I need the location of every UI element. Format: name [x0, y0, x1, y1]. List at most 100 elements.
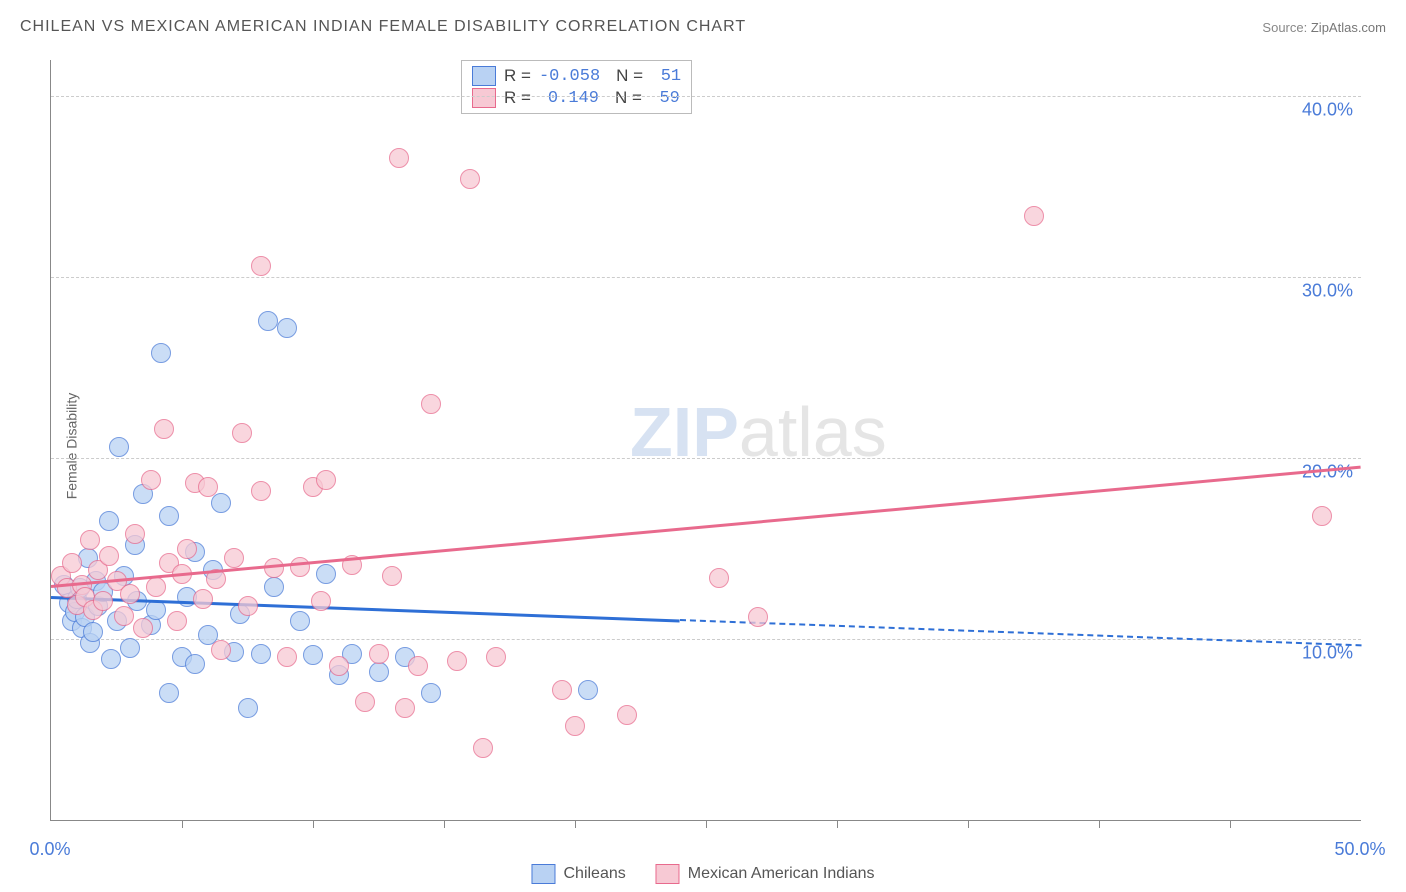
- stats-row: R = 0.149 N = 59: [472, 87, 681, 109]
- scatter-point: [159, 683, 179, 703]
- scatter-point: [316, 470, 336, 490]
- scatter-point: [290, 557, 310, 577]
- x-tick: [706, 820, 707, 828]
- scatter-point: [167, 611, 187, 631]
- scatter-point: [99, 511, 119, 531]
- scatter-point: [238, 698, 258, 718]
- scatter-point: [277, 647, 297, 667]
- scatter-point: [238, 596, 258, 616]
- scatter-point: [565, 716, 585, 736]
- scatter-point: [211, 493, 231, 513]
- scatter-point: [486, 647, 506, 667]
- x-tick: [313, 820, 314, 828]
- scatter-point: [617, 705, 637, 725]
- y-tick-label: 40.0%: [1302, 100, 1353, 121]
- scatter-point: [258, 311, 278, 331]
- scatter-point: [748, 607, 768, 627]
- legend-swatch: [472, 66, 496, 86]
- scatter-point: [251, 256, 271, 276]
- scatter-point: [80, 530, 100, 550]
- x-tick-label: 0.0%: [29, 839, 70, 860]
- scatter-point: [552, 680, 572, 700]
- scatter-plot-area: ZIPatlas R =-0.058N =51R =0.149N =59 10.…: [50, 60, 1361, 821]
- watermark: ZIPatlas: [630, 392, 887, 472]
- scatter-point: [101, 649, 121, 669]
- scatter-point: [251, 644, 271, 664]
- scatter-point: [408, 656, 428, 676]
- scatter-point: [251, 481, 271, 501]
- bottom-legend: Chileans Mexican American Indians: [531, 864, 874, 884]
- scatter-point: [382, 566, 402, 586]
- legend-swatch: [656, 864, 680, 884]
- scatter-point: [369, 644, 389, 664]
- scatter-point: [290, 611, 310, 631]
- n-label: N =: [616, 66, 643, 86]
- scatter-point: [114, 606, 134, 626]
- legend-swatch: [531, 864, 555, 884]
- gridline: [51, 458, 1361, 459]
- scatter-point: [99, 546, 119, 566]
- stats-row: R = -0.058 N = 51: [472, 65, 681, 87]
- scatter-point: [264, 558, 284, 578]
- trend-line: [51, 465, 1361, 587]
- x-tick: [182, 820, 183, 828]
- scatter-point: [1024, 206, 1044, 226]
- legend-swatch: [472, 88, 496, 108]
- gridline: [51, 96, 1361, 97]
- x-tick: [968, 820, 969, 828]
- scatter-point: [159, 506, 179, 526]
- r-value: 0.149: [539, 89, 599, 108]
- scatter-point: [578, 680, 598, 700]
- scatter-point: [177, 539, 197, 559]
- scatter-point: [311, 591, 331, 611]
- scatter-point: [185, 654, 205, 674]
- y-tick-label: 30.0%: [1302, 281, 1353, 302]
- scatter-point: [264, 577, 284, 597]
- scatter-point: [109, 437, 129, 457]
- r-label: R =: [504, 88, 531, 108]
- scatter-point: [224, 548, 244, 568]
- legend-item: Chileans: [531, 864, 625, 884]
- x-tick-label: 50.0%: [1334, 839, 1385, 860]
- scatter-point: [146, 577, 166, 597]
- watermark-zip: ZIP: [630, 393, 739, 471]
- n-value: 59: [650, 89, 680, 108]
- scatter-point: [154, 419, 174, 439]
- gridline: [51, 277, 1361, 278]
- scatter-point: [141, 470, 161, 490]
- watermark-atlas: atlas: [739, 393, 887, 471]
- r-label: R =: [504, 66, 531, 86]
- source-label: Source:: [1262, 20, 1307, 35]
- scatter-point: [395, 698, 415, 718]
- n-value: 51: [651, 67, 681, 86]
- legend-item: Mexican American Indians: [656, 864, 875, 884]
- source-name: ZipAtlas.com: [1311, 20, 1386, 35]
- scatter-point: [369, 662, 389, 682]
- scatter-point: [193, 589, 213, 609]
- scatter-point: [303, 645, 323, 665]
- legend-label: Chileans: [563, 865, 625, 883]
- gridline: [51, 639, 1361, 640]
- scatter-point: [62, 553, 82, 573]
- scatter-point: [329, 656, 349, 676]
- scatter-point: [709, 568, 729, 588]
- x-tick: [444, 820, 445, 828]
- scatter-point: [151, 343, 171, 363]
- scatter-point: [473, 738, 493, 758]
- n-label: N =: [615, 88, 642, 108]
- x-tick: [837, 820, 838, 828]
- x-tick: [1230, 820, 1231, 828]
- x-tick: [575, 820, 576, 828]
- scatter-point: [120, 638, 140, 658]
- scatter-point: [421, 683, 441, 703]
- scatter-point: [211, 640, 231, 660]
- scatter-point: [93, 591, 113, 611]
- scatter-point: [198, 477, 218, 497]
- x-tick: [1099, 820, 1100, 828]
- r-value: -0.058: [539, 67, 600, 86]
- scatter-point: [83, 622, 103, 642]
- legend-label: Mexican American Indians: [688, 865, 875, 883]
- scatter-point: [277, 318, 297, 338]
- scatter-point: [355, 692, 375, 712]
- scatter-point: [447, 651, 467, 671]
